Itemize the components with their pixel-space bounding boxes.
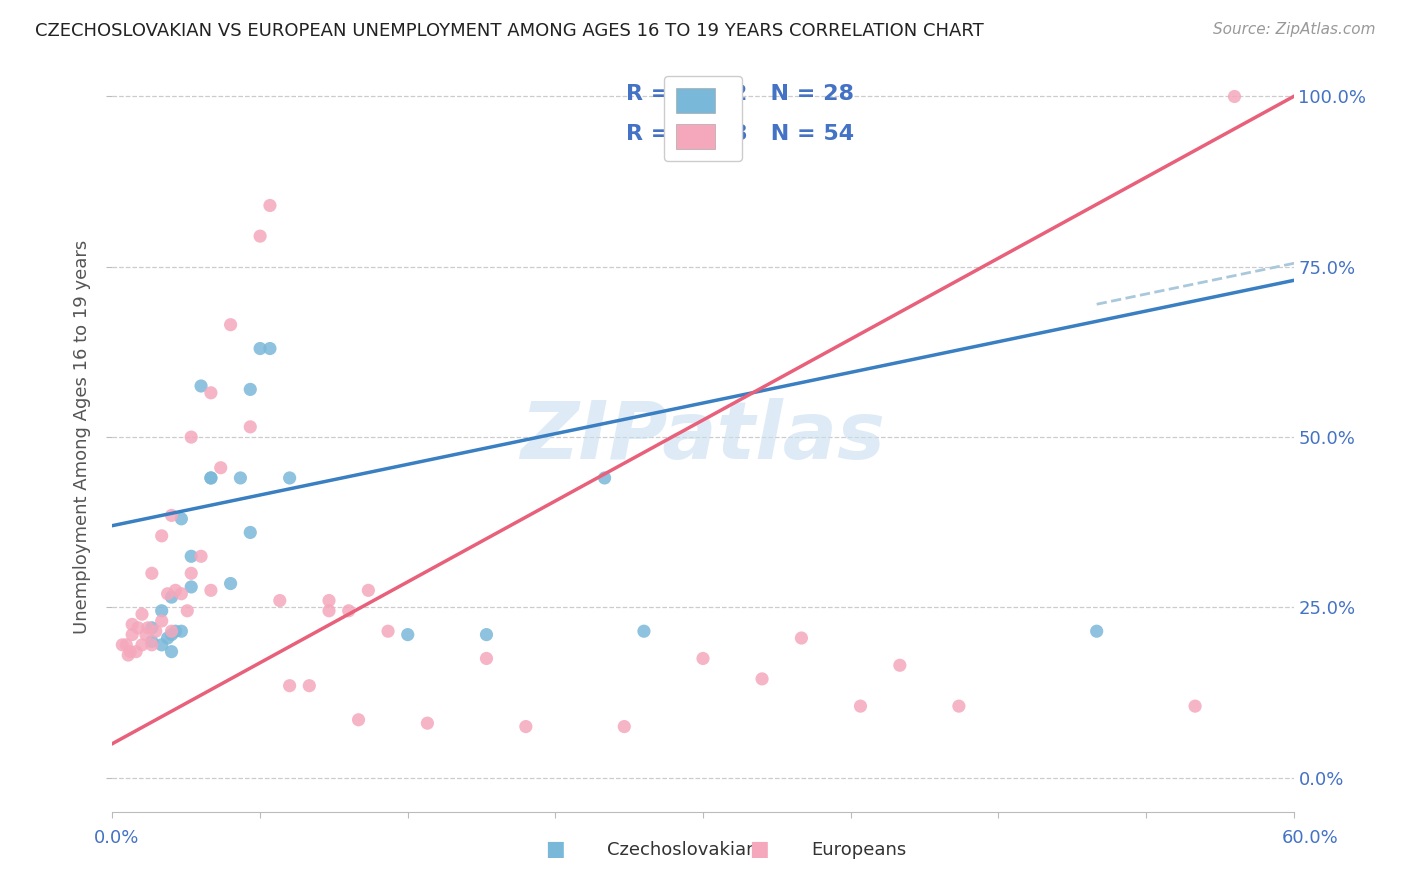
Point — [259, 198, 281, 212]
Point — [249, 229, 271, 244]
Text: Europeans: Europeans — [811, 840, 907, 858]
Point — [278, 679, 301, 693]
Point — [790, 631, 813, 645]
Text: ZIPatlas: ZIPatlas — [520, 398, 886, 476]
Point — [150, 614, 173, 628]
Point — [131, 638, 153, 652]
Point — [200, 385, 222, 400]
Point — [475, 651, 498, 665]
Point — [200, 471, 222, 485]
Point — [170, 624, 193, 639]
Point — [416, 716, 439, 731]
Point — [127, 621, 149, 635]
Point — [180, 549, 202, 564]
Point — [160, 508, 183, 523]
Point — [318, 593, 340, 607]
Point — [117, 648, 139, 662]
Point — [165, 583, 187, 598]
Point — [160, 624, 183, 639]
Point — [239, 525, 262, 540]
Point — [111, 638, 134, 652]
Point — [150, 638, 173, 652]
Point — [121, 627, 143, 641]
Point — [239, 383, 262, 397]
Point — [633, 624, 655, 639]
Point — [357, 583, 380, 598]
Point — [131, 607, 153, 622]
Point — [156, 587, 179, 601]
Point — [160, 590, 183, 604]
Point — [200, 583, 222, 598]
Text: CZECHOSLOVAKIAN VS EUROPEAN UNEMPLOYMENT AMONG AGES 16 TO 19 YEARS CORRELATION C: CZECHOSLOVAKIAN VS EUROPEAN UNEMPLOYMENT… — [35, 22, 984, 40]
Point — [180, 566, 202, 581]
Text: ■: ■ — [546, 838, 565, 858]
Point — [347, 713, 370, 727]
Point — [1085, 624, 1108, 639]
Text: R = 0.638   N = 54: R = 0.638 N = 54 — [626, 124, 855, 144]
Point — [165, 624, 187, 639]
Point — [209, 460, 232, 475]
Point — [889, 658, 911, 673]
Y-axis label: Unemployment Among Ages 16 to 19 years: Unemployment Among Ages 16 to 19 years — [73, 240, 91, 634]
Point — [318, 604, 340, 618]
Point — [948, 699, 970, 714]
Point — [180, 580, 202, 594]
Legend: , : , — [664, 76, 742, 161]
Point — [176, 604, 198, 618]
Point — [120, 645, 142, 659]
Point — [278, 471, 301, 485]
Point — [1223, 89, 1246, 103]
Point — [249, 342, 271, 356]
Point — [377, 624, 399, 639]
Point — [190, 549, 212, 564]
Point — [136, 621, 159, 635]
Text: R = 0.232   N = 28: R = 0.232 N = 28 — [626, 84, 855, 103]
Point — [135, 627, 157, 641]
Text: ■: ■ — [749, 838, 769, 858]
Point — [145, 624, 167, 639]
Point — [125, 645, 148, 659]
Point — [121, 617, 143, 632]
Point — [180, 430, 202, 444]
Point — [849, 699, 872, 714]
Point — [160, 627, 183, 641]
Point — [200, 471, 222, 485]
Point — [269, 593, 291, 607]
Point — [150, 604, 173, 618]
Text: 60.0%: 60.0% — [1282, 829, 1339, 847]
Point — [141, 638, 163, 652]
Point — [239, 420, 262, 434]
Point — [751, 672, 773, 686]
Point — [170, 512, 193, 526]
Point — [1184, 699, 1206, 714]
Text: Czechoslovakians: Czechoslovakians — [607, 840, 768, 858]
Point — [259, 342, 281, 356]
Text: Source: ZipAtlas.com: Source: ZipAtlas.com — [1212, 22, 1375, 37]
Point — [692, 651, 714, 665]
Point — [515, 720, 537, 734]
Point — [475, 627, 498, 641]
Point — [150, 529, 173, 543]
Point — [219, 318, 242, 332]
Point — [396, 627, 419, 641]
Point — [337, 604, 360, 618]
Point — [115, 638, 138, 652]
Point — [229, 471, 252, 485]
Point — [141, 634, 163, 648]
Point — [219, 576, 242, 591]
Point — [190, 379, 212, 393]
Point — [298, 679, 321, 693]
Point — [593, 471, 616, 485]
Text: 0.0%: 0.0% — [94, 829, 139, 847]
Point — [156, 631, 179, 645]
Point — [141, 566, 163, 581]
Point — [170, 587, 193, 601]
Point — [141, 621, 163, 635]
Point — [613, 720, 636, 734]
Point — [160, 645, 183, 659]
